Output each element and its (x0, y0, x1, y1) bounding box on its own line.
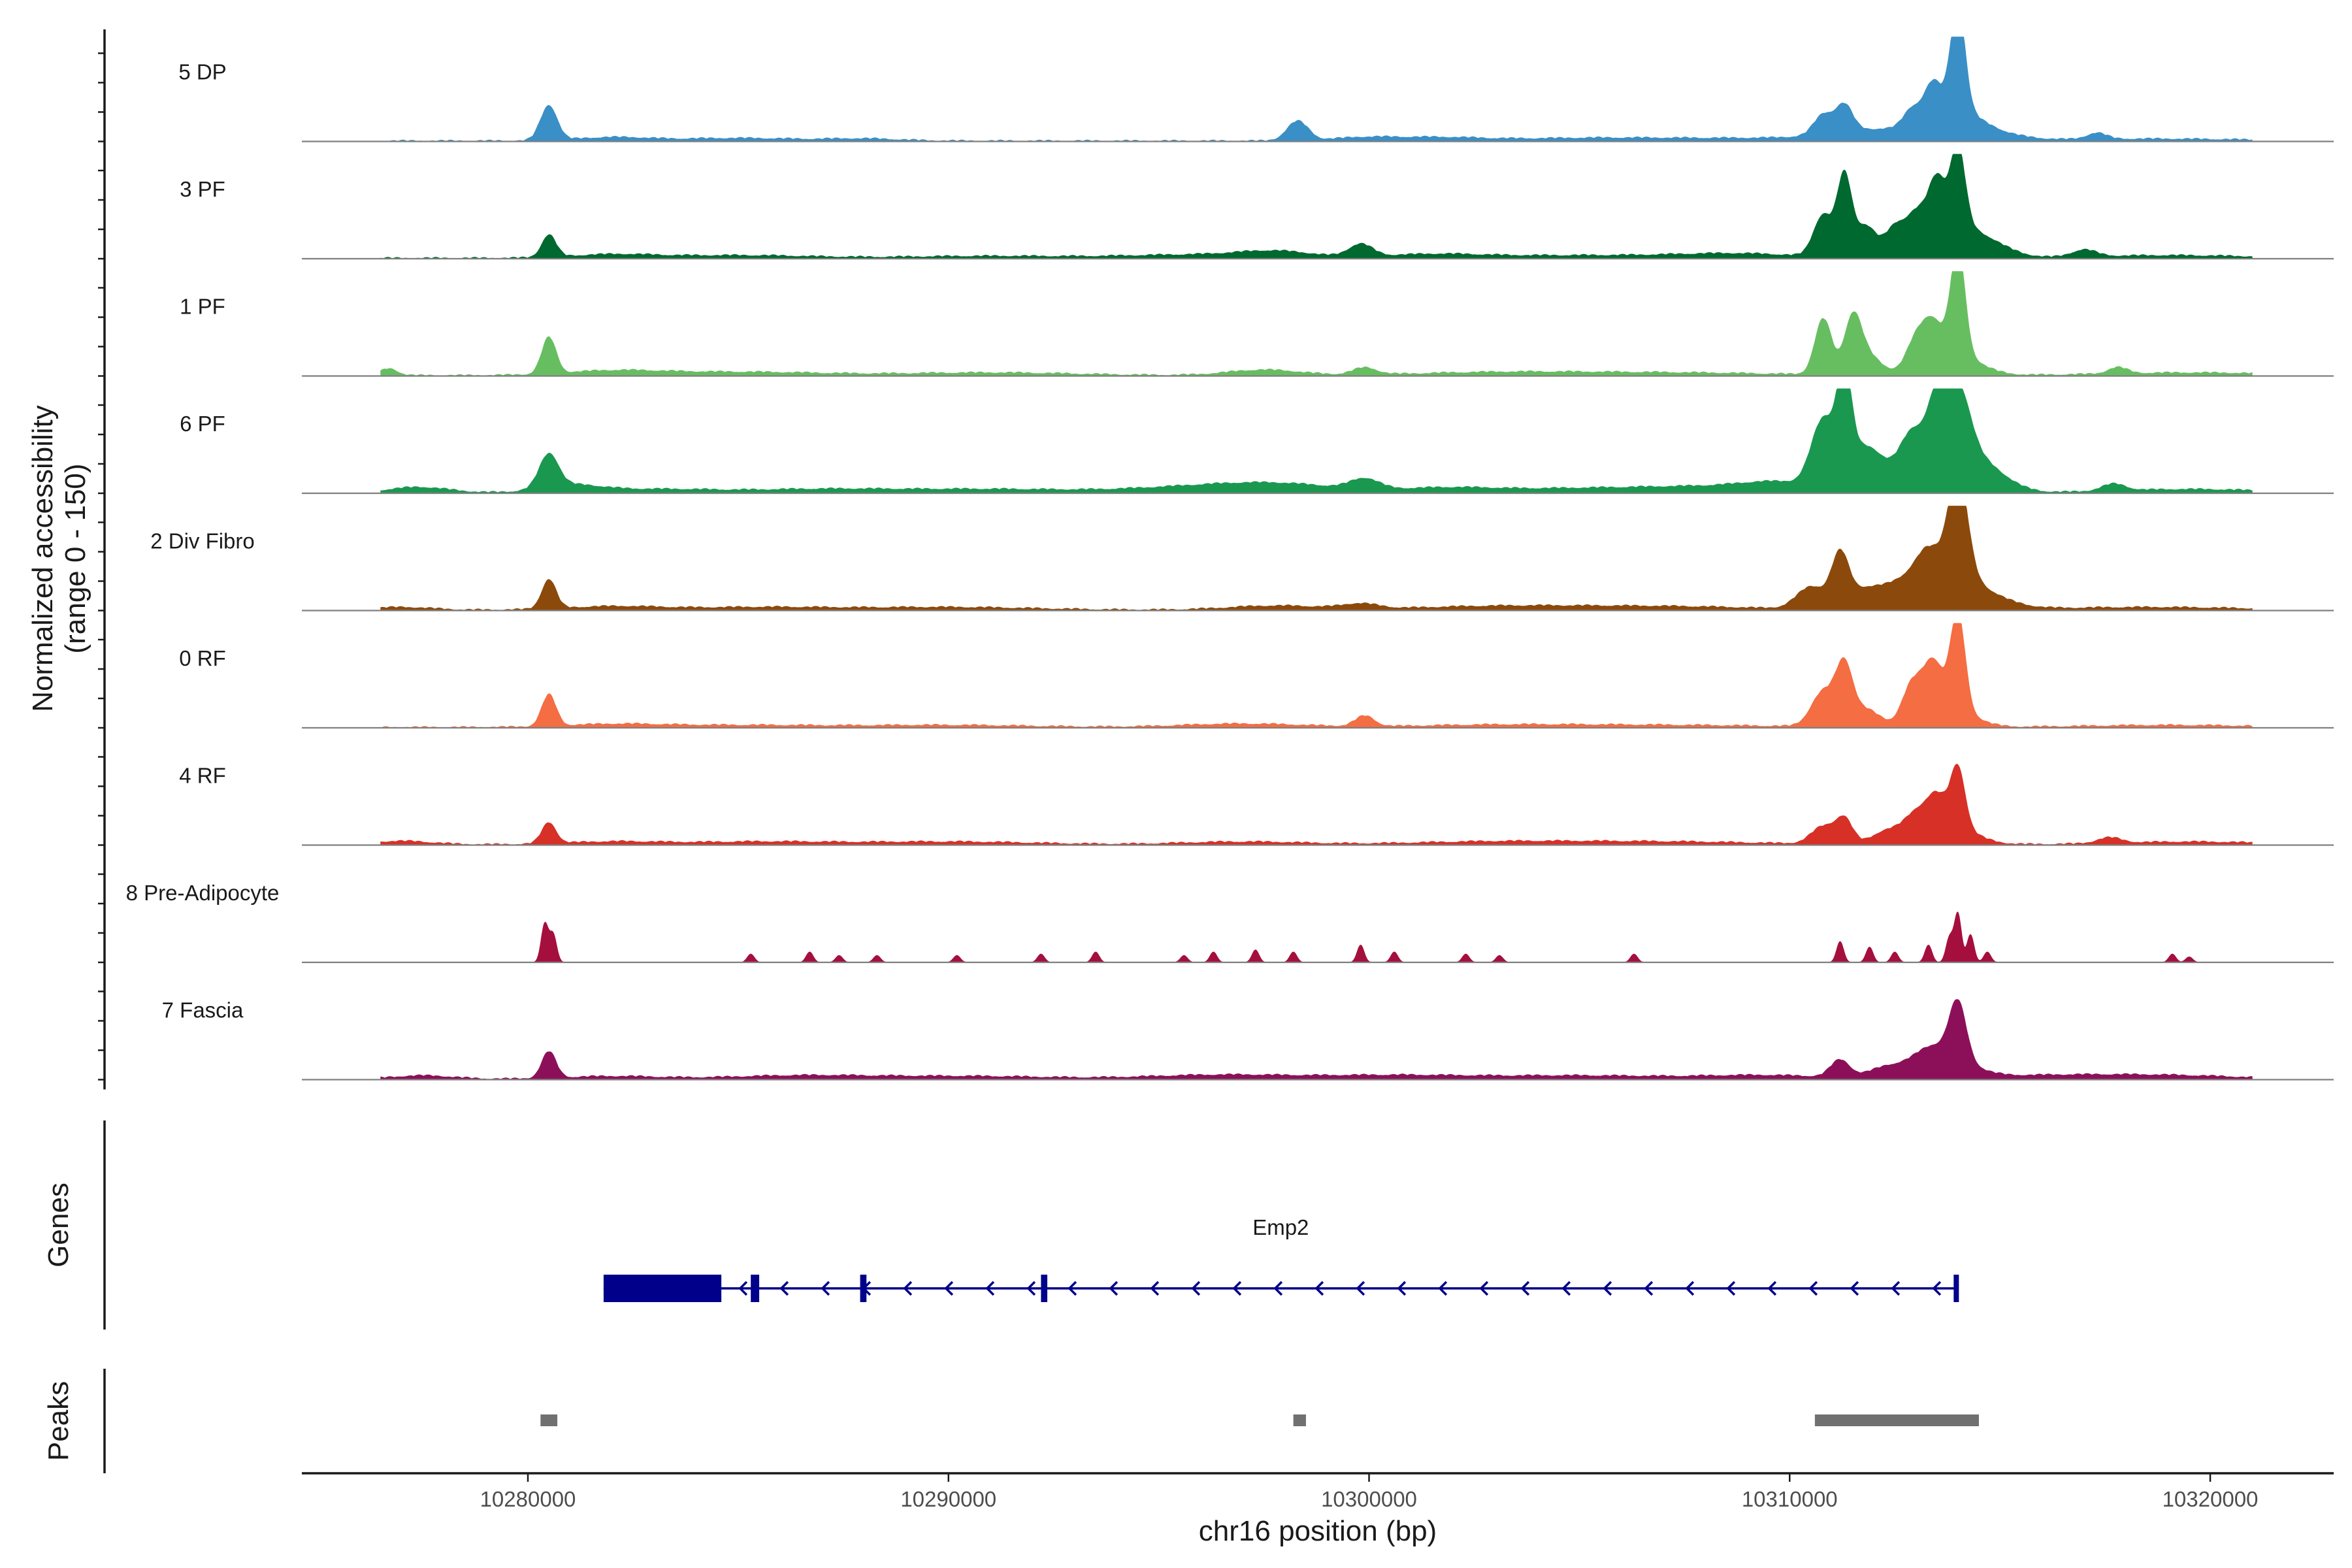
track-label: 3 PF (180, 177, 225, 201)
strand-arrow (944, 1281, 954, 1296)
strand-arrow (1315, 1281, 1324, 1296)
strand-arrow (1026, 1281, 1036, 1296)
strand-arrow (1397, 1281, 1407, 1296)
strand-arrow (1109, 1281, 1119, 1296)
strand-arrow (1932, 1281, 1942, 1296)
strand-arrow (1232, 1281, 1242, 1296)
track-3-pf: 3 PF (180, 154, 2334, 260)
gene-exon (860, 1275, 867, 1302)
gene-emp2: Emp2 (603, 1215, 1959, 1302)
track-2-div-fibro: 2 Div Fibro (150, 506, 2334, 612)
peak-region (1293, 1414, 1306, 1426)
track-label: 8 Pre-Adipocyte (126, 881, 280, 905)
coverage-area (380, 37, 2253, 142)
x-tick-label: 10280000 (480, 1487, 576, 1511)
coverage-area (380, 764, 2253, 845)
strand-arrow (985, 1281, 995, 1296)
x-tick-label: 10320000 (2163, 1487, 2259, 1511)
track-1-pf: 1 PF (180, 271, 2334, 377)
track-label: 1 PF (180, 295, 225, 319)
track-0-rf: 0 RF (179, 623, 2334, 729)
x-tick-label: 10300000 (1321, 1487, 1417, 1511)
track-5-dp: 5 DP (178, 37, 2334, 142)
coverage-area (380, 506, 2253, 611)
gene-exon (603, 1275, 722, 1302)
track-4-rf: 4 RF (179, 764, 2334, 846)
strand-arrow (779, 1281, 789, 1296)
strand-arrow (1273, 1281, 1283, 1296)
track-label: 5 DP (178, 60, 226, 84)
strand-arrow (1438, 1281, 1448, 1296)
track-8-pre-adipocyte: 8 Pre-Adipocyte (126, 881, 2334, 964)
strand-arrow (1850, 1281, 1859, 1296)
gene-track: Emp2 (603, 1215, 1959, 1302)
gene-exon (1953, 1275, 1959, 1302)
strand-arrow (1068, 1281, 1077, 1296)
strand-arrow (1561, 1281, 1571, 1296)
y-axis-title: Normalized accessibility (27, 405, 59, 711)
track-label: 6 PF (180, 412, 225, 436)
strand-arrow (1520, 1281, 1530, 1296)
y-axis (98, 29, 106, 1090)
track-label: 0 RF (179, 646, 226, 670)
coverage-area (380, 271, 2253, 376)
strand-arrow (1479, 1281, 1489, 1296)
strand-arrow (903, 1281, 913, 1296)
gene-name-label: Emp2 (1252, 1215, 1309, 1239)
strand-arrow (1767, 1281, 1777, 1296)
strand-arrow (1644, 1281, 1654, 1296)
strand-arrow (1726, 1281, 1736, 1296)
peak-region (540, 1414, 558, 1426)
coverage-area (380, 154, 2253, 259)
strand-arrow (738, 1281, 748, 1296)
x-tick-label: 10290000 (900, 1487, 996, 1511)
coverage-area (380, 623, 2253, 728)
strand-arrow (1150, 1281, 1160, 1296)
peak-region-track (540, 1414, 1979, 1426)
coverage-tracks: 5 DP 3 PF 1 PF 6 PF 2 Div Fibro 0 RF 4 RF 8 Pre… (126, 37, 2334, 1081)
coverage-area (380, 911, 2253, 963)
track-7-fascia: 7 Fascia (162, 998, 2334, 1081)
strand-arrow (1808, 1281, 1818, 1296)
genes-panel-label: Genes (42, 1183, 74, 1267)
gene-exon (1041, 1275, 1048, 1302)
track-6-pf: 6 PF (180, 388, 2334, 495)
strand-arrow (1191, 1281, 1201, 1296)
x-tick-label: 10310000 (1742, 1487, 1838, 1511)
strand-arrow (1356, 1281, 1365, 1296)
x-axis: 10280000 10290000 10300000 10310000 10320000 (480, 1473, 2259, 1511)
coverage-area (380, 388, 2253, 494)
coverage-area (380, 999, 2253, 1080)
track-label: 4 RF (179, 764, 226, 788)
strand-arrow (1685, 1281, 1695, 1296)
strand-arrow (1891, 1281, 1901, 1296)
strand-arrow (1603, 1281, 1612, 1296)
strand-arrow (821, 1281, 830, 1296)
peak-region (1814, 1414, 1979, 1426)
peaks-panel-label: Peaks (42, 1381, 74, 1461)
x-axis-title: chr16 position (bp) (1199, 1515, 1437, 1547)
y-axis-range-label: (range 0 - 150) (59, 463, 91, 653)
track-label: 7 Fascia (162, 998, 244, 1022)
gene-exon (751, 1275, 760, 1302)
track-label: 2 Div Fibro (150, 529, 255, 553)
